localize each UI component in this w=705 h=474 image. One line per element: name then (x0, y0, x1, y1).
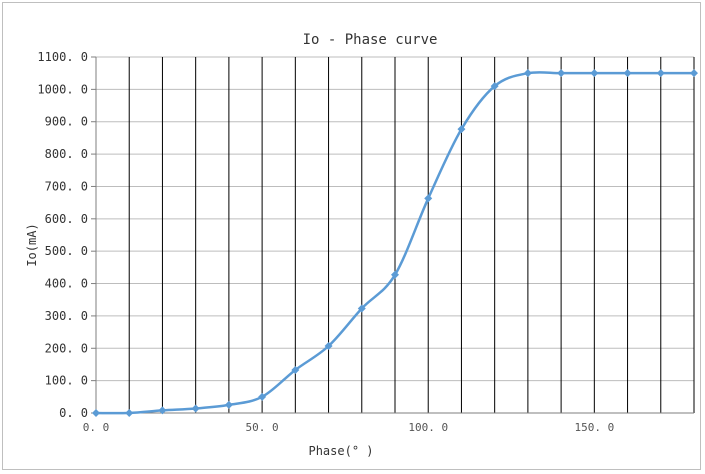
x-axis-ticks: 0. 0 50. 0 100. 0 150. 0 (83, 421, 614, 434)
data-point (424, 194, 432, 202)
y-tick-label: 300. 0 (45, 309, 88, 323)
data-point (590, 69, 598, 77)
x-tick-label: 0. 0 (83, 421, 110, 434)
x-tick-label: 50. 0 (246, 421, 279, 434)
data-point (624, 69, 632, 77)
y-tick-label: 0. 0 (59, 406, 88, 420)
y-tick-label: 800. 0 (45, 147, 88, 161)
y-tick-label: 1000. 0 (37, 82, 88, 96)
x-tick-label: 100. 0 (408, 421, 448, 434)
data-point (690, 69, 698, 77)
data-point (92, 409, 100, 417)
data-point (192, 404, 200, 412)
y-tick-label: 400. 0 (45, 277, 88, 291)
vertical-gridlines (129, 57, 694, 413)
x-tick-label: 150. 0 (574, 421, 614, 434)
y-tick-label: 200. 0 (45, 341, 88, 355)
y-tick-label: 700. 0 (45, 179, 88, 193)
y-tick-label: 1100. 0 (37, 50, 88, 64)
x-axis-label: Phase(° ) (308, 444, 373, 458)
chart-title: Io - Phase curve (303, 32, 438, 48)
data-point (557, 69, 565, 77)
y-axis-label: Io(mA) (25, 223, 39, 266)
y-tick-label: 600. 0 (45, 212, 88, 226)
data-point (657, 69, 665, 77)
data-point (524, 69, 532, 77)
y-axis-ticks: 0. 0 100. 0 200. 0 300. 0 400. 0 500. 0 600. 0… (37, 50, 96, 420)
y-tick-label: 100. 0 (45, 374, 88, 388)
data-point (125, 409, 133, 417)
y-tick-label: 500. 0 (45, 244, 88, 258)
data-point (225, 401, 233, 409)
y-tick-label: 900. 0 (45, 115, 88, 129)
